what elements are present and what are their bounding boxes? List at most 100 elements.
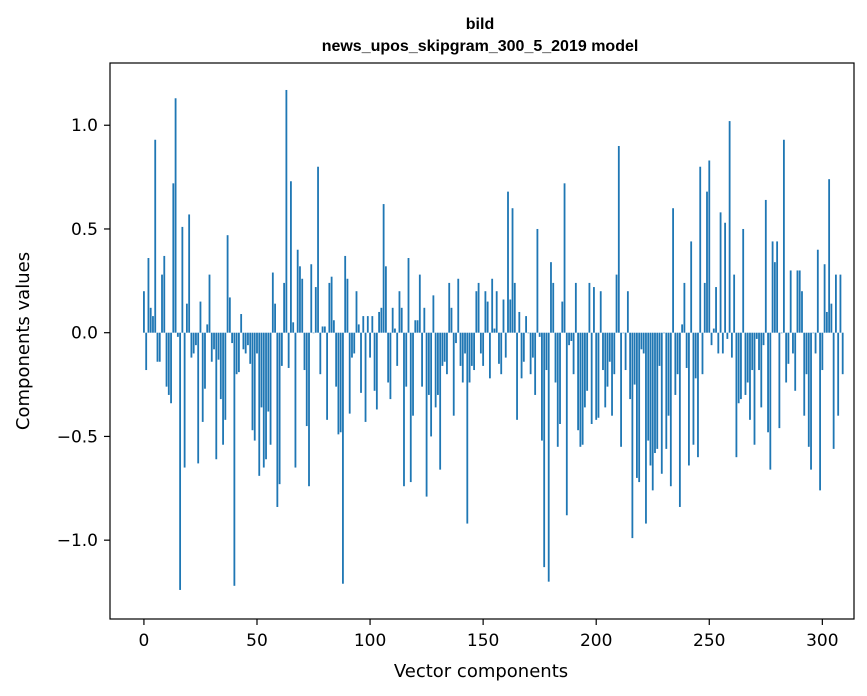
- bar: [446, 332, 448, 375]
- x-axis-label: Vector components: [394, 661, 568, 682]
- bar: [143, 291, 145, 333]
- bar: [461, 332, 464, 383]
- bar: [290, 181, 292, 333]
- bar: [167, 332, 170, 395]
- bar: [640, 332, 643, 350]
- bar: [606, 332, 609, 387]
- bar: [468, 332, 471, 383]
- bar: [294, 332, 297, 468]
- bar: [789, 270, 792, 333]
- y-tick-label: 0.0: [71, 324, 98, 344]
- bar: [455, 332, 457, 344]
- bar: [149, 307, 152, 333]
- y-axis: −1.0 −0.5 0.0 0.5 1.0: [57, 116, 110, 551]
- bar: [830, 303, 833, 333]
- y-tick-label: 1.0: [71, 116, 98, 136]
- bar: [812, 332, 815, 334]
- bar: [593, 287, 595, 333]
- bar: [493, 328, 496, 333]
- bar: [156, 332, 159, 362]
- bar: [583, 332, 586, 408]
- bar: [224, 332, 227, 420]
- bar: [213, 332, 215, 350]
- bar: [642, 332, 645, 354]
- bar: [477, 282, 480, 333]
- bar: [801, 291, 803, 333]
- bar: [210, 332, 213, 362]
- bar: [837, 332, 840, 416]
- bar: [459, 332, 462, 366]
- bar: [394, 328, 396, 333]
- x-tick-label: 100: [354, 631, 386, 651]
- bar: [319, 332, 322, 375]
- bar: [305, 332, 308, 427]
- bar: [785, 332, 788, 383]
- bar: [197, 332, 200, 464]
- bar: [258, 332, 261, 476]
- bar: [624, 332, 627, 371]
- bar: [782, 139, 785, 333]
- bar: [568, 332, 570, 346]
- bar: [441, 332, 444, 366]
- bar: [332, 320, 335, 333]
- bar: [611, 332, 613, 416]
- bar: [507, 191, 509, 333]
- bar: [314, 287, 317, 333]
- x-tick-label: 250: [693, 631, 725, 651]
- bar: [344, 255, 347, 333]
- bar: [403, 332, 405, 487]
- bar: [321, 326, 324, 333]
- bar: [794, 332, 797, 391]
- bar: [328, 282, 331, 333]
- bar: [574, 282, 577, 333]
- bar: [803, 332, 806, 416]
- bar: [685, 332, 688, 368]
- bar: [206, 324, 209, 333]
- bar: [617, 145, 620, 333]
- bar: [631, 332, 634, 539]
- bar: [504, 332, 507, 358]
- bar: [181, 226, 184, 333]
- bar: [721, 332, 724, 354]
- bar: [215, 332, 218, 460]
- bar: [633, 332, 636, 385]
- bar: [208, 274, 211, 333]
- bar: [482, 332, 485, 366]
- bar: [615, 274, 618, 333]
- bar: [484, 291, 487, 333]
- bar: [470, 332, 473, 366]
- bar: [201, 332, 204, 422]
- bar: [694, 332, 697, 379]
- x-tick-label: 50: [246, 631, 268, 651]
- bar: [152, 316, 154, 333]
- bar: [154, 139, 157, 333]
- bar: [466, 332, 469, 524]
- bar: [228, 297, 231, 333]
- bar: [724, 222, 727, 333]
- bar: [821, 332, 824, 371]
- bar: [427, 332, 430, 395]
- bar: [222, 332, 224, 445]
- bar: [326, 332, 328, 420]
- bar: [425, 332, 428, 497]
- bar: [629, 332, 632, 400]
- bar: [443, 332, 446, 362]
- bar: [382, 204, 385, 333]
- bar: [638, 332, 641, 483]
- bar: [787, 332, 790, 364]
- bar: [280, 332, 283, 366]
- bar: [690, 241, 693, 333]
- bar: [387, 332, 390, 383]
- bar: [513, 282, 516, 333]
- bar: [362, 316, 365, 333]
- bar: [432, 295, 435, 333]
- bar: [299, 266, 301, 333]
- bar: [378, 311, 381, 333]
- bar: [529, 332, 532, 375]
- bar: [654, 332, 656, 454]
- bar: [719, 212, 722, 333]
- bar: [688, 332, 690, 466]
- bar: [712, 328, 715, 333]
- bar: [287, 332, 290, 368]
- bar: [520, 332, 523, 379]
